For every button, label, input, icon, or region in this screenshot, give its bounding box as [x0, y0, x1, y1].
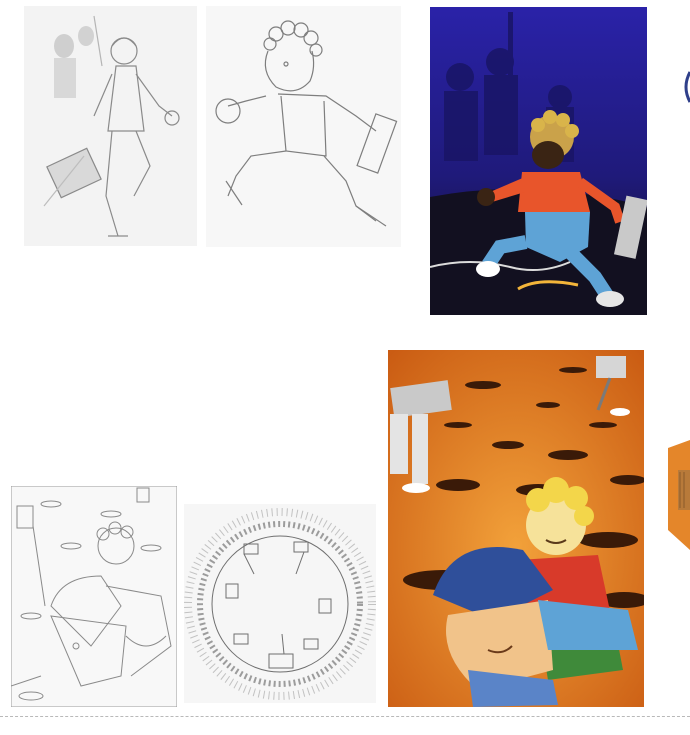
sketch-holes-field — [11, 486, 177, 707]
sketch-boy-running-drawing — [206, 6, 401, 247]
sketch-circular-hole-drawing — [184, 504, 376, 703]
cropped-next-image-bottom — [660, 440, 690, 550]
color-illustration-orange-holes — [388, 350, 644, 707]
sketch-circular-hole — [184, 504, 376, 703]
sketch-holes-field-drawing — [11, 486, 177, 707]
sketch-boy-with-suitcase — [24, 6, 197, 246]
dashed-divider — [0, 716, 690, 717]
color-illustration-boy-night — [430, 7, 647, 315]
sketch-boy-running — [206, 6, 401, 247]
cropped-next-image-top-drawing — [684, 71, 690, 103]
cropped-next-image-bottom-drawing — [668, 440, 690, 550]
color-illustration-orange-holes-drawing — [388, 350, 644, 707]
color-illustration-boy-night-drawing — [430, 7, 647, 315]
sketch-boy-with-suitcase-drawing — [24, 6, 197, 246]
cropped-next-image-top — [684, 70, 690, 104]
